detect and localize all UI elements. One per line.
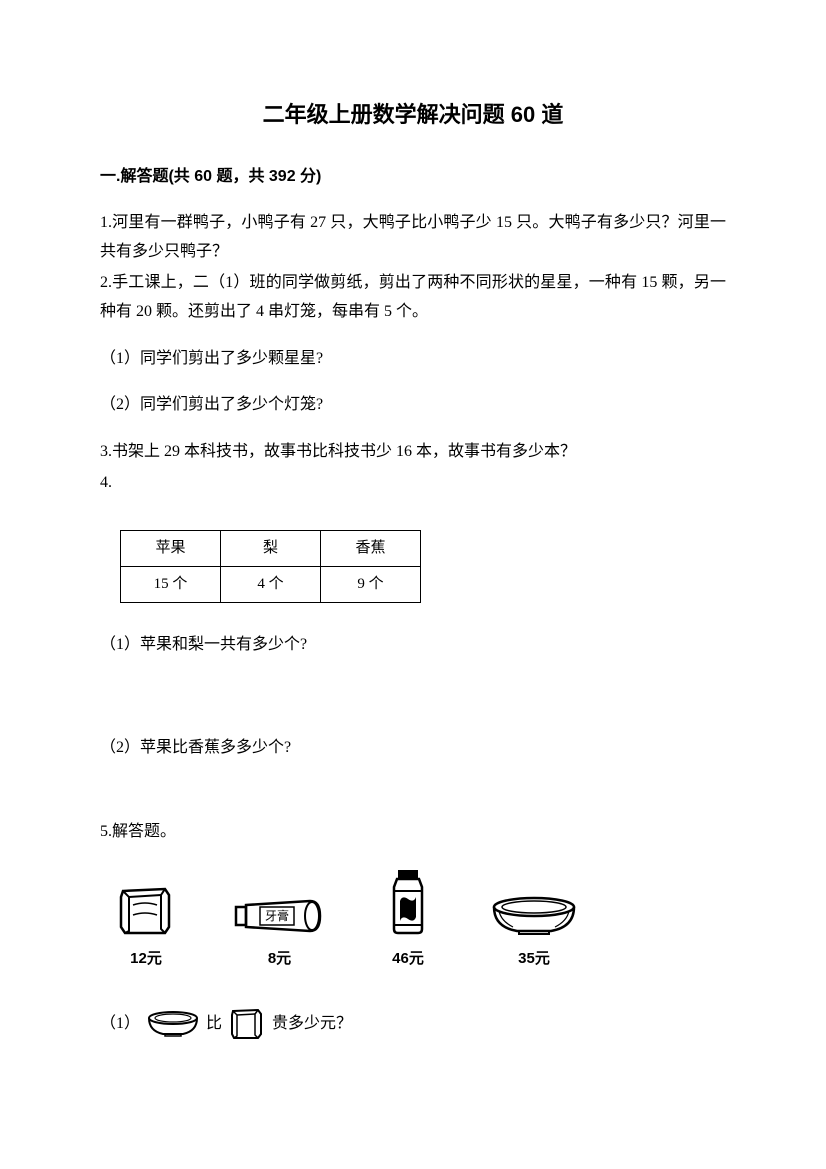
question-2-sub2: （2）同学们剪出了多少个灯笼? <box>100 391 726 420</box>
towel-small-icon <box>228 1007 266 1041</box>
table-header-cell: 香蕉 <box>321 530 421 566</box>
sub-suffix: 贵多少元？ <box>272 1010 352 1039</box>
toothpaste-icon: 牙膏 <box>232 895 327 937</box>
towel-icon <box>115 885 177 937</box>
bowl-small-icon <box>146 1010 200 1038</box>
fruit-table: 苹果 梨 香蕉 15 个 4 个 9 个 <box>120 530 421 603</box>
item-bowl: 35元 <box>489 895 579 972</box>
bottle-icon <box>382 869 434 937</box>
item-price: 46元 <box>392 945 424 972</box>
table-cell: 9 个 <box>321 566 421 602</box>
table-header-cell: 梨 <box>221 530 321 566</box>
section-header: 一.解答题(共 60 题，共 392 分) <box>100 163 726 192</box>
items-row: 12元 牙膏 8元 46元 <box>100 869 726 972</box>
table-header-cell: 苹果 <box>121 530 221 566</box>
item-price: 12元 <box>130 945 162 972</box>
spacer <box>100 780 726 818</box>
item-price: 8元 <box>268 945 291 972</box>
question-2: 2.手工课上，二（1）班的同学做剪纸，剪出了两种不同形状的星星，一种有 15 颗… <box>100 269 726 327</box>
table-cell: 15 个 <box>121 566 221 602</box>
item-bottle: 46元 <box>382 869 434 972</box>
spacer <box>100 500 726 518</box>
question-4-label: 4. <box>100 469 726 498</box>
sub-mid: 比 <box>206 1010 222 1039</box>
table-cell: 4 个 <box>221 566 321 602</box>
item-towel: 12元 <box>115 885 177 972</box>
sub-prefix: （1） <box>100 1010 140 1039</box>
table-row: 15 个 4 个 9 个 <box>121 566 421 602</box>
question-4-sub2: （2）苹果比香蕉多多少个? <box>100 734 726 763</box>
spacer <box>100 678 726 716</box>
page-title: 二年级上册数学解决问题 60 道 <box>100 95 726 135</box>
table-row: 苹果 梨 香蕉 <box>121 530 421 566</box>
question-2-sub1: （1）同学们剪出了多少颗星星? <box>100 345 726 374</box>
item-price: 35元 <box>518 945 550 972</box>
question-4-sub1: （1）苹果和梨一共有多少个? <box>100 631 726 660</box>
bowl-icon <box>489 895 579 937</box>
question-1: 1.河里有一群鸭子，小鸭子有 27 只，大鸭子比小鸭子少 15 只。大鸭子有多少… <box>100 209 726 267</box>
svg-text:牙膏: 牙膏 <box>265 908 289 923</box>
question-3: 3.书架上 29 本科技书，故事书比科技书少 16 本，故事书有多少本？ <box>100 438 726 467</box>
question-5-sub1: （1） 比 贵多少元？ <box>100 1007 726 1041</box>
item-toothpaste: 牙膏 8元 <box>232 895 327 972</box>
question-5-label: 5.解答题。 <box>100 818 726 847</box>
